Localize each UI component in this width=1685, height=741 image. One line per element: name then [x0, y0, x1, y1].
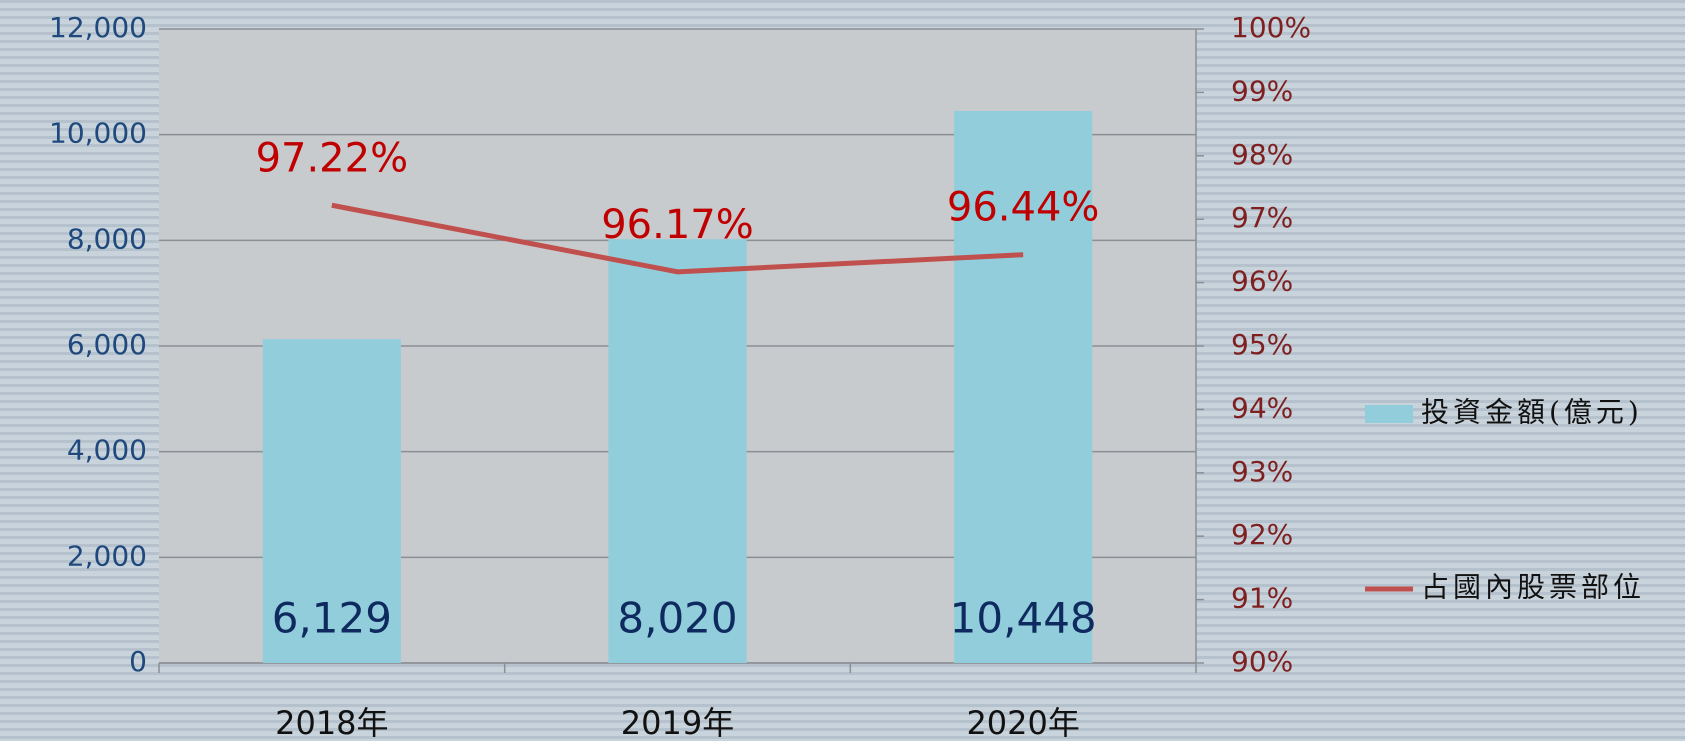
y2-tick-label: 99% [1231, 74, 1293, 107]
y2-tick-label: 90% [1231, 645, 1293, 678]
line [331, 202, 1024, 275]
y2-tick-label: 100% [1231, 11, 1311, 44]
y-tick-label: 12,000 [49, 11, 147, 44]
y2-tick-label: 92% [1231, 518, 1293, 551]
y-tick-label: 4,000 [67, 434, 147, 467]
y-tick-label: 0 [129, 645, 147, 678]
y-tick-label: 10,000 [49, 117, 147, 150]
y2-tick-label: 93% [1231, 455, 1293, 488]
line-value-label: 96.17% [601, 202, 754, 248]
bar [954, 110, 1093, 664]
y-tick-label: 8,000 [67, 222, 147, 255]
legend-label: 占國內股票部位 [1421, 571, 1645, 604]
legend-swatch [1365, 405, 1413, 423]
line-value-label: 97.22% [256, 135, 409, 181]
y2-tick-label: 94% [1231, 391, 1293, 424]
bar-value-label: 8,020 [617, 594, 737, 643]
y2-tick-label: 98% [1231, 138, 1293, 171]
bar [608, 239, 747, 663]
x-tick-label: 2019年 [621, 704, 734, 741]
y2-tick-label: 95% [1231, 328, 1293, 361]
y-tick-label: 2,000 [67, 539, 147, 572]
x-tick-label: 2018年 [275, 704, 388, 741]
y2-tick-label: 96% [1231, 265, 1293, 298]
y-tick-label: 6,000 [67, 328, 147, 361]
y2-tick-label: 97% [1231, 201, 1293, 234]
line-value-label: 96.44% [947, 185, 1100, 231]
bar [262, 339, 401, 663]
bar-value-label: 6,129 [272, 594, 392, 643]
bar-value-label: 10,448 [950, 594, 1097, 643]
y2-tick-label: 91% [1231, 582, 1293, 615]
x-tick-label: 2020年 [966, 704, 1079, 741]
legend-label: 投資金額(億元) [1421, 396, 1643, 429]
